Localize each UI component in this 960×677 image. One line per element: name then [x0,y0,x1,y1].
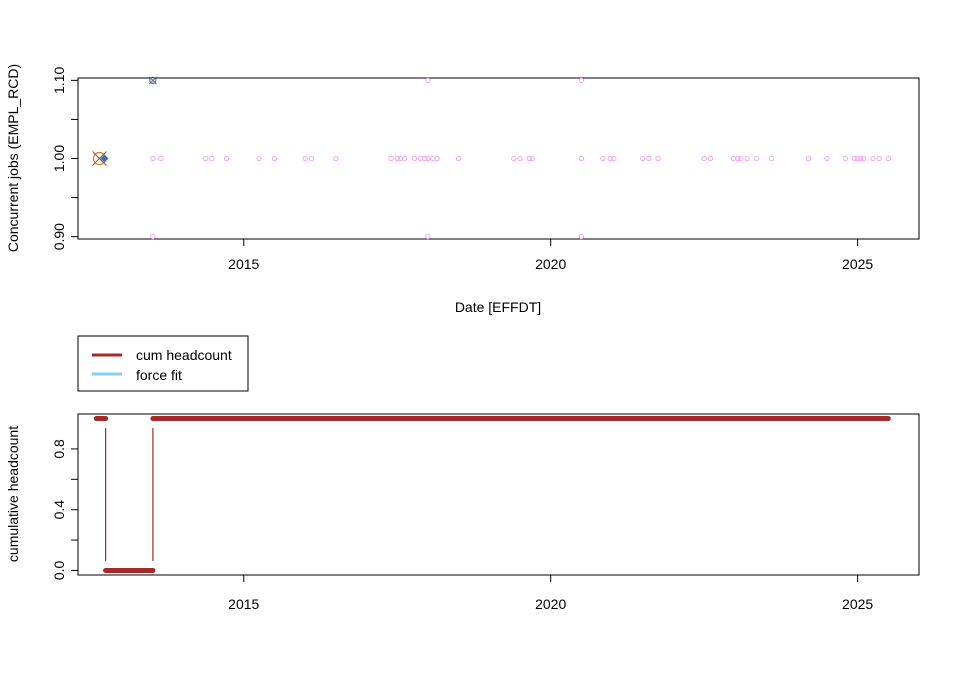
data-point [422,155,428,162]
data-point [308,155,314,162]
data-point [854,155,861,162]
data-point [870,155,876,162]
special-point-cross [92,151,107,166]
data-point [397,155,403,162]
bottom-plot-frame [77,413,920,576]
data-point [425,155,431,162]
special-point-ring [149,76,157,84]
top-x-tick-label: 2020 [535,256,566,272]
data-point [640,155,646,162]
data-point [511,155,517,162]
legend-label-cum-headcount: cum headcount [136,347,232,363]
data-point [861,155,867,162]
data-point [411,155,418,162]
bottom-y-tick-label: 0.0 [51,561,67,581]
data-point [753,155,759,162]
bottom-x-tick-label: 2025 [842,596,873,612]
data-point [158,155,164,162]
data-point [256,155,262,162]
data-point [302,155,308,162]
bottom-x-tick-label: 2020 [535,596,566,612]
data-point [842,155,848,162]
bottom-y-tick-label: 0.8 [51,439,67,459]
data-point [271,155,278,162]
data-point [735,155,741,162]
data-point [738,155,744,162]
top-y-tick-label: 0.90 [51,223,67,250]
data-point [876,155,882,162]
data-point [150,155,156,162]
data-point [401,155,408,162]
legend-box [77,335,249,392]
data-point [607,155,613,162]
data-point [805,155,812,162]
bottom-x-axis: 2015 2020 2025 [228,575,873,612]
data-point [824,155,830,162]
data-point [769,155,775,162]
data-point [858,155,864,162]
top-x-tick-label: 2025 [842,256,873,272]
data-point [529,155,535,162]
data-point [417,155,424,162]
data-point [150,234,156,240]
data-point [655,155,661,162]
data-point [526,155,532,162]
data-point [388,155,394,162]
data-point [425,234,431,240]
special-point-diamond [100,154,109,163]
top-plot: 2015 2020 2025 0.90 1.00 1.10 Date [EFFDT] C… [5,64,920,315]
legend: cum headcount force fit [77,335,249,392]
data-point [209,155,215,162]
bottom-y-axis: 0.0 0.4 0.8 [51,439,78,580]
bottom-y-axis-title: cumulative headcount [5,426,21,562]
data-point [707,155,713,162]
bottom-y-tick-label: 0.4 [51,500,67,520]
top-plot-frame [77,77,920,240]
data-point [851,155,858,162]
top-y-axis: 0.90 1.00 1.10 [51,67,78,250]
data-point [578,155,585,162]
data-point [150,77,156,83]
data-point [455,155,462,162]
data-point [744,155,750,162]
top-y-tick-label: 1.00 [51,145,67,172]
data-point [611,155,617,162]
bottom-plot-lines [93,416,891,573]
bottom-plot: 2015 2020 2025 0.0 0.4 0.8 cumulative headco… [5,413,920,612]
data-point [646,155,652,162]
bottom-x-tick-label: 2015 [228,596,259,612]
data-point [730,155,737,162]
data-point [434,155,440,162]
top-plot-points [92,76,891,240]
data-point [394,155,400,162]
data-point [517,155,523,162]
data-point [203,155,209,162]
data-point [425,77,431,83]
data-point [223,155,230,162]
legend-label-force-fit: force fit [136,367,182,383]
data-point [885,155,891,162]
top-y-tick-label: 1.10 [51,67,67,94]
data-point [701,155,707,162]
data-point [600,155,606,162]
data-point [430,155,436,162]
data-point [578,234,585,240]
top-x-axis: 2015 2020 2025 [228,239,873,272]
top-x-tick-label: 2015 [228,256,259,272]
top-x-axis-title: Date [EFFDT] [455,299,541,315]
data-point [578,77,585,83]
top-y-axis-title: Concurrent jobs (EMPL_RCD) [5,64,21,252]
data-point [333,155,339,162]
